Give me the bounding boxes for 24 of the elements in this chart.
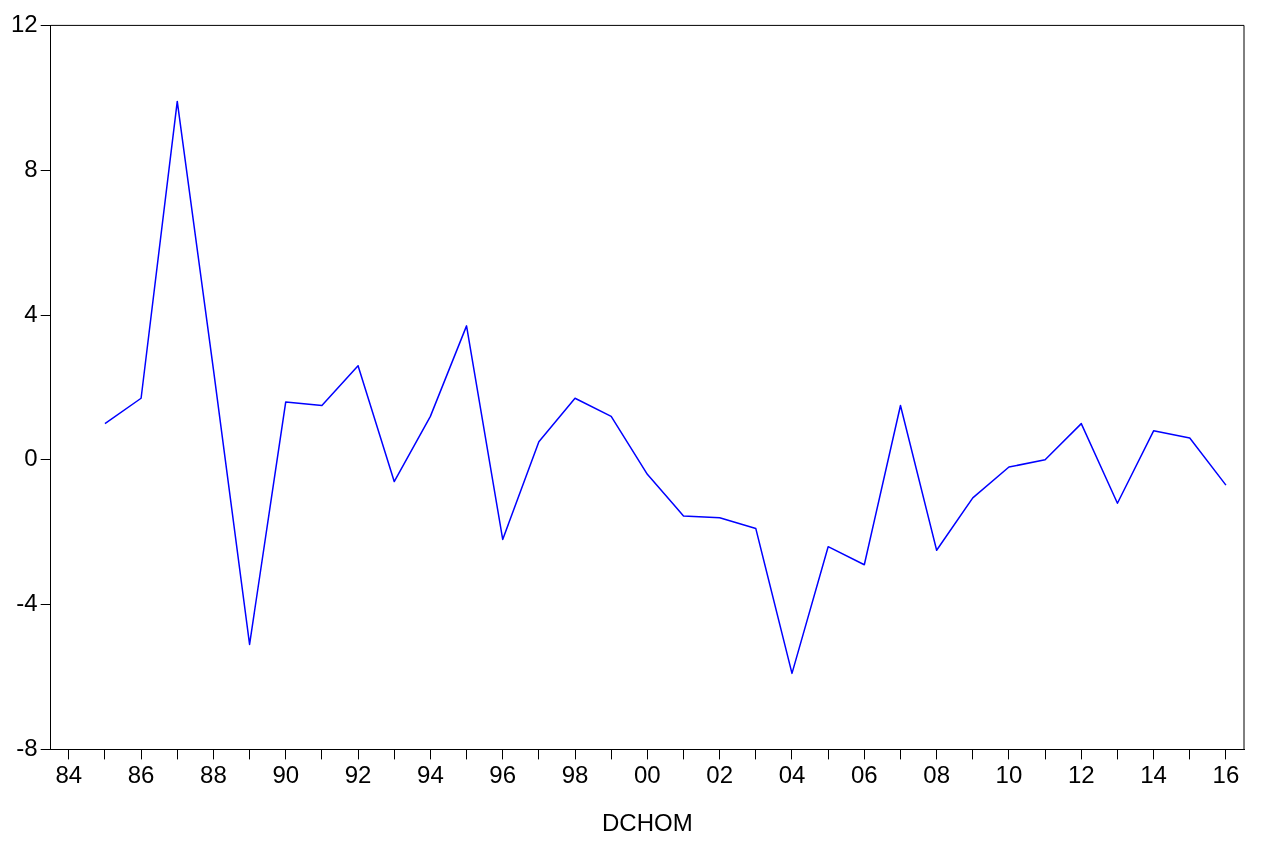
y-tick-label: 4 bbox=[24, 299, 38, 327]
x-axis-title: DCHOM bbox=[602, 809, 693, 837]
x-tick-label: 16 bbox=[1212, 761, 1240, 789]
x-tick-label: 92 bbox=[344, 761, 372, 789]
y-tick-label: 0 bbox=[24, 444, 38, 472]
x-tick-label: 84 bbox=[55, 761, 83, 789]
x-tick-label: 90 bbox=[272, 761, 300, 789]
x-tick-label: 02 bbox=[706, 761, 734, 789]
x-tick-label: 88 bbox=[200, 761, 227, 789]
x-tick-label: 10 bbox=[995, 761, 1023, 789]
y-tick-label: -4 bbox=[16, 589, 38, 617]
x-tick-label: 12 bbox=[1067, 761, 1095, 789]
x-tick-label: 08 bbox=[923, 761, 950, 789]
x-tick-label: 98 bbox=[561, 761, 589, 789]
x-tick-label: 06 bbox=[850, 761, 878, 789]
x-tick-label: 94 bbox=[417, 761, 444, 789]
x-tick-label: 04 bbox=[778, 761, 806, 789]
x-tick-label: 00 bbox=[634, 761, 661, 789]
x-tick-label: 14 bbox=[1140, 761, 1167, 789]
y-tick-label: -8 bbox=[16, 734, 38, 762]
x-tick-label: 86 bbox=[127, 761, 155, 789]
y-tick-label: 8 bbox=[24, 154, 38, 182]
x-tick-label: 96 bbox=[489, 761, 517, 789]
y-tick-label: 12 bbox=[10, 10, 38, 38]
